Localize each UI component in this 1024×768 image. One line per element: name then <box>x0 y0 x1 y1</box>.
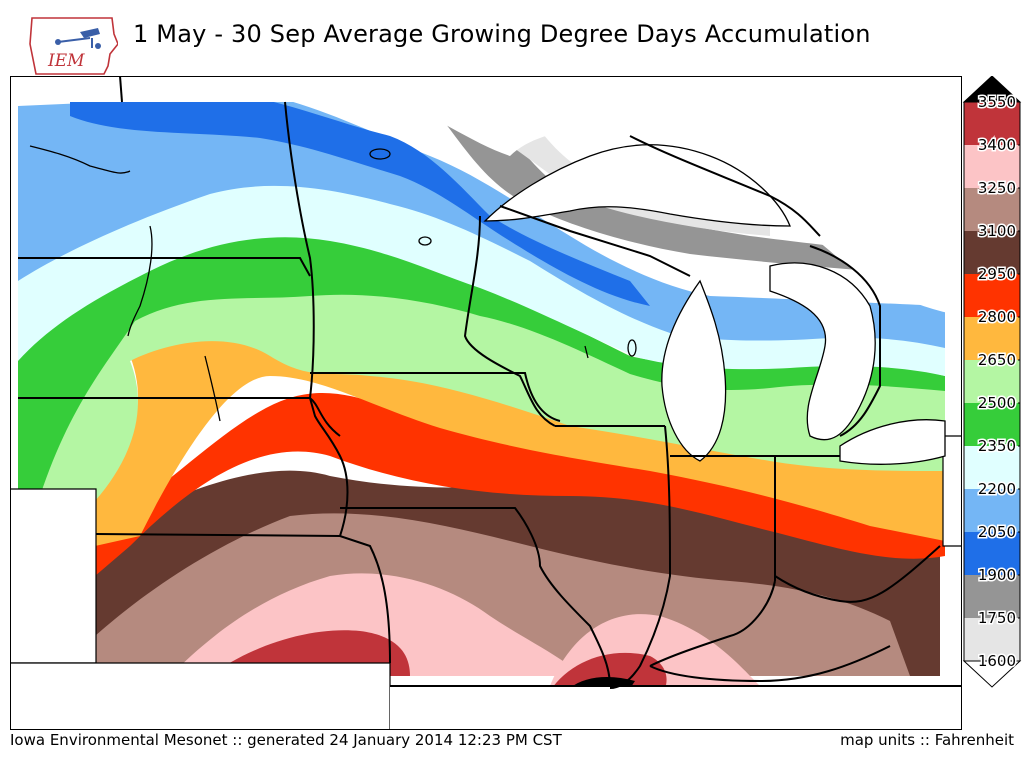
colorbar-swatch <box>964 188 1020 231</box>
logo-text: IEM <box>47 51 85 71</box>
colorbar-swatch <box>964 231 1020 274</box>
band-2800 <box>95 393 945 576</box>
colorbar-swatch <box>964 403 1020 446</box>
colorbar-tick-label: 1900 <box>978 566 1016 584</box>
water-features <box>29 145 637 422</box>
colorbar-swatch <box>964 489 1020 532</box>
colorbar-tick-label-halo: 2500 <box>978 394 1016 412</box>
footer-units: map units :: Fahrenheit <box>840 731 1014 749</box>
map-frame <box>10 76 962 730</box>
colorbar-tick-label-halo: 1900 <box>978 566 1016 584</box>
colorbar-tick-label-halo: 3100 <box>978 222 1016 240</box>
colorbar-tick-label-halo: 2800 <box>978 308 1016 326</box>
colorbar-tick-label: 3400 <box>978 136 1016 154</box>
colorbar-tick-label-halo: 2200 <box>978 480 1016 498</box>
lake-michigan <box>661 279 727 462</box>
colorbar-tick-label: 2350 <box>978 437 1016 455</box>
colorbar-tick-label: 1600 <box>978 652 1016 670</box>
colorbar-swatch <box>964 575 1020 618</box>
colorbar-tick-label: 2650 <box>978 351 1016 369</box>
colorbar-tick-label: 3250 <box>978 179 1016 197</box>
lake-huron <box>769 262 876 441</box>
colorbar-swatch <box>964 102 1020 145</box>
colorbar-tick-label-halo: 2950 <box>978 265 1016 283</box>
colorbar-swatch <box>964 360 1020 403</box>
colorbar-legend: 3550355034003400325032503100310029502950… <box>962 76 1022 688</box>
colorbar-tick-label-halo: 3400 <box>978 136 1016 154</box>
colorbar-tick-label-halo: 3250 <box>978 179 1016 197</box>
great-lakes <box>483 144 946 465</box>
colorbar-tick-label: 2800 <box>978 308 1016 326</box>
iem-logo: IEM <box>29 17 118 75</box>
colorbar-tick-label-halo: 3550 <box>978 93 1016 111</box>
colorbar-tick-label: 2500 <box>978 394 1016 412</box>
colorbar-tick-label: 2950 <box>978 265 1016 283</box>
lake-superior <box>483 144 791 227</box>
band-2500 <box>30 289 945 516</box>
colorbar-swatch <box>964 446 1020 489</box>
band-2050 <box>18 101 945 348</box>
band-2650 <box>95 336 945 546</box>
colorbar-swatch <box>964 317 1020 360</box>
colorbar-tick-label-halo: 2650 <box>978 351 1016 369</box>
lake-erie <box>839 419 946 465</box>
colorbar-tick-label: 2200 <box>978 480 1016 498</box>
page-title: 1 May - 30 Sep Average Growing Degree Da… <box>133 20 871 48</box>
colorbar-labels: 3550355034003400325032503100310029502950… <box>976 92 1020 672</box>
colorbar-swatch <box>964 274 1020 317</box>
colorbar-swatches <box>962 76 1022 688</box>
colorbar-tick-label: 1750 <box>978 609 1016 627</box>
state-boundaries <box>18 76 962 689</box>
wind-vane-icon <box>80 28 100 38</box>
band-2200 <box>18 183 945 376</box>
colorbar-tick-label-halo: 1750 <box>978 609 1016 627</box>
colorbar-swatch <box>964 618 1020 661</box>
band-1600 <box>480 116 770 236</box>
colorbar-tick-label-halo: 1600 <box>978 652 1016 670</box>
footer-credit: Iowa Environmental Mesonet :: generated … <box>10 731 562 749</box>
gdd-contour-map <box>10 76 962 730</box>
band-1900 <box>70 101 650 306</box>
colorbar-tick-label: 3100 <box>978 222 1016 240</box>
colorbar-tick-label: 2050 <box>978 523 1016 541</box>
colorbar-tick-label-halo: 2050 <box>978 523 1016 541</box>
colorbar-swatch <box>964 145 1020 188</box>
colorbar-tick-label-halo: 2350 <box>978 437 1016 455</box>
no-data-areas <box>10 76 962 730</box>
colorbar-swatch <box>964 532 1020 575</box>
colorbar-tick-label: 3550 <box>978 93 1016 111</box>
